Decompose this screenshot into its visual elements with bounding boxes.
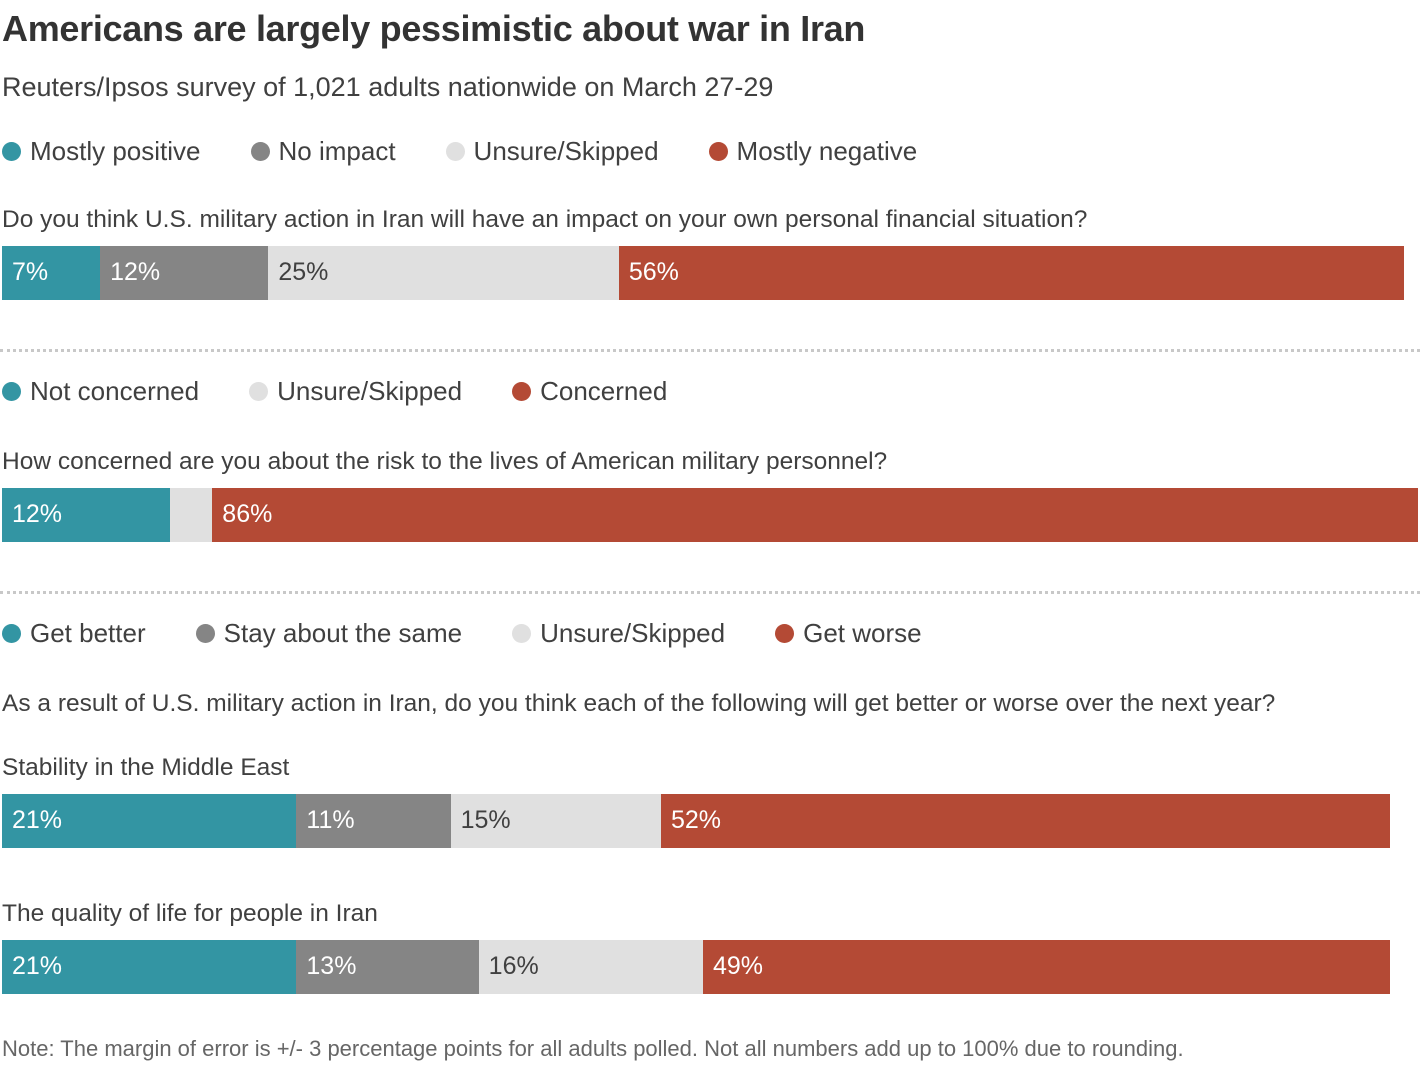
bar-value-label: 13%: [306, 952, 357, 980]
legend-item: No impact: [250, 136, 396, 167]
bar-segment: 52%: [660, 794, 1390, 848]
legend-item: Unsure/Skipped: [512, 618, 725, 649]
bar-value-label: 12%: [110, 258, 161, 286]
bar-value-label: 7%: [12, 258, 49, 286]
bar-category-label: Stability in the Middle East: [2, 754, 290, 781]
question-text: How concerned are you about the risk to …: [2, 448, 888, 475]
legend-item: Get better: [2, 618, 146, 649]
bar-value-label: 15%: [460, 806, 511, 834]
legend-dot-icon: [512, 382, 532, 401]
bar-value-label: 21%: [12, 806, 63, 834]
bar-segment: 12%: [100, 246, 269, 300]
legend-dot-icon: [512, 624, 532, 643]
legend: Not concerned Unsure/Skipped Concerned: [2, 376, 717, 407]
bar-segment: 25%: [268, 246, 619, 300]
bar-value-label: 86%: [222, 500, 273, 528]
legend-item: Stay about the same: [195, 618, 463, 649]
section-divider: [0, 591, 1420, 594]
bar-value-label: 16%: [488, 952, 539, 980]
legend-label: Unsure/Skipped: [540, 618, 726, 648]
legend-item: Not concerned: [2, 376, 199, 407]
legend-label: Unsure/Skipped: [277, 376, 463, 406]
legend-item: Mostly negative: [708, 136, 918, 167]
bar-value-label: 56%: [628, 258, 679, 286]
legend: Get better Stay about the same Unsure/Skip…: [2, 618, 972, 649]
legend-label: Mostly positive: [30, 136, 201, 166]
legend-label: Stay about the same: [223, 618, 463, 648]
legend-label: Mostly negative: [736, 136, 918, 166]
legend-label: Concerned: [540, 376, 668, 406]
legend-dot-icon: [195, 624, 215, 643]
bar-value-label: 25%: [278, 258, 329, 286]
bar-value-label: 21%: [12, 952, 63, 980]
legend-item: Get worse: [775, 618, 922, 649]
bar-category-label: The quality of life for people in Iran: [2, 900, 378, 927]
bar-segment: 13%: [296, 940, 479, 994]
chart-subtitle: Reuters/Ipsos survey of 1,021 adults nat…: [2, 72, 774, 102]
chart-title: Americans are largely pessimistic about …: [2, 8, 866, 49]
bar-segment: 11%: [296, 794, 451, 848]
legend-dot-icon: [708, 142, 728, 161]
section-divider: [0, 349, 1420, 352]
legend-label: Not concerned: [30, 376, 200, 406]
legend-label: Get better: [30, 618, 146, 648]
legend-item: Concerned: [512, 376, 667, 407]
bar-segment: [170, 488, 213, 542]
bar-segment: 15%: [450, 794, 661, 848]
bar-value-label: 49%: [713, 952, 764, 980]
bar-segment: 49%: [703, 940, 1390, 994]
legend-dot-icon: [2, 142, 21, 161]
bar-segment: 21%: [2, 940, 297, 994]
legend-dot-icon: [249, 382, 269, 401]
legend-item: Unsure/Skipped: [445, 136, 659, 167]
legend-dot-icon: [2, 382, 21, 401]
bar-segment: 12%: [2, 488, 171, 542]
legend-item: Unsure/Skipped: [249, 376, 462, 407]
bar-segment: 21%: [2, 794, 297, 848]
legend-label: Unsure/Skipped: [473, 136, 659, 166]
bar-value-label: 12%: [12, 500, 63, 528]
legend-dot-icon: [445, 142, 465, 161]
legend: Mostly positive No impact Unsure/Skipped Mo…: [2, 136, 967, 167]
bar-segment: 7%: [2, 246, 101, 300]
legend-label: No impact: [278, 136, 396, 166]
bar-segment: 16%: [478, 940, 703, 994]
question-text: Do you think U.S. military action in Ira…: [2, 206, 1088, 233]
legend-label: Get worse: [803, 618, 922, 648]
legend-dot-icon: [250, 142, 270, 161]
bar-value-label: 52%: [670, 806, 721, 834]
footnote: Note: The margin of error is +/- 3 perce…: [2, 1036, 1184, 1061]
bar-value-label: 11%: [306, 806, 355, 834]
legend-dot-icon: [2, 624, 21, 643]
legend-item: Mostly positive: [2, 136, 201, 167]
bar-segment: 56%: [618, 246, 1404, 300]
legend-dot-icon: [775, 624, 795, 643]
bar-segment: 86%: [212, 488, 1419, 542]
question-text: As a result of U.S. military action in I…: [2, 690, 1276, 717]
